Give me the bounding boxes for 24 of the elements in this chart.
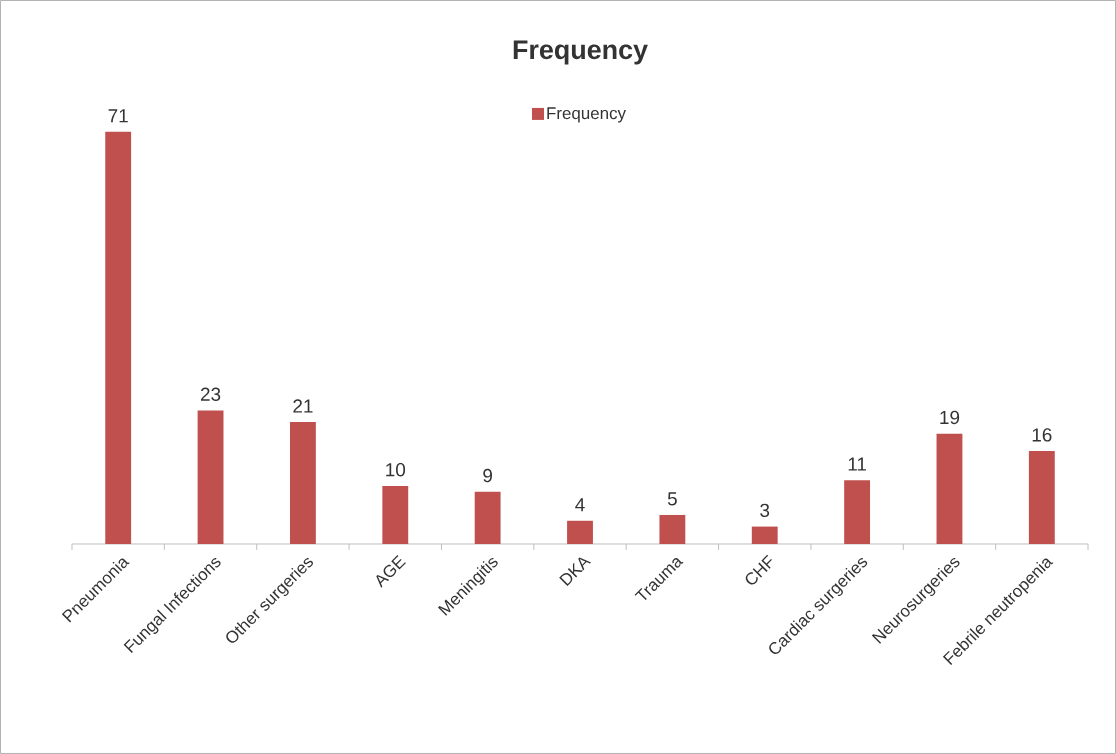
bar — [1028, 451, 1055, 544]
bar — [751, 526, 778, 544]
data-label: 19 — [940, 410, 960, 425]
bar — [474, 491, 501, 544]
data-label: 9 — [483, 468, 493, 483]
legend-label: Frequency — [547, 107, 626, 123]
data-label: 5 — [667, 492, 677, 506]
bar — [382, 485, 409, 544]
data-label: 71 — [108, 109, 128, 123]
bar — [105, 131, 132, 544]
chart-title: Frequency — [513, 40, 648, 65]
bar — [197, 410, 224, 544]
bar — [289, 422, 316, 544]
bar — [567, 520, 593, 544]
bar — [659, 514, 686, 544]
data-label: 3 — [760, 503, 770, 518]
bar — [844, 480, 871, 544]
data-label: 16 — [1032, 428, 1052, 442]
data-label: 23 — [200, 387, 221, 401]
data-label: 21 — [293, 399, 313, 413]
data-label: 4 — [575, 498, 585, 512]
data-label: 10 — [386, 463, 406, 477]
data-label: 11 — [848, 457, 866, 471]
bar — [936, 433, 963, 544]
